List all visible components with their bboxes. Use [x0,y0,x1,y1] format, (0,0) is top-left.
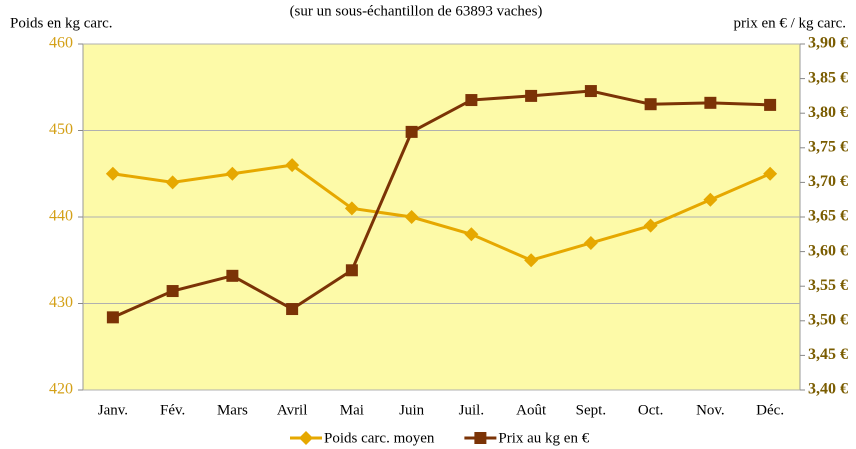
x-tick-label: Août [516,402,547,418]
point [644,98,657,111]
point [763,166,778,181]
y-tick-label: 460 [49,35,73,52]
y2-tick-label: 3,40 € [808,381,848,398]
y2-tick-label: 3,65 € [808,208,848,225]
y2-tick-label: 3,80 € [808,104,848,121]
y-axis-label: Poids en kg carc. [10,15,112,31]
y2-tick-label: 3,60 € [808,242,848,259]
y-tick-label: 420 [49,381,73,398]
point [166,285,179,298]
y-tick-label: 430 [49,294,73,311]
y2-tick-label: 3,50 € [808,311,848,328]
point [404,210,419,224]
x-tick-label: Fév. [160,402,185,418]
y2-tick-label: 3,90 € [808,35,848,52]
point [106,311,119,324]
y-tick-label: 440 [49,208,73,225]
point [226,269,239,282]
line [112,163,771,262]
y2-tick-label: 3,45 € [808,346,848,363]
point [703,192,718,207]
x-tick-label: Oct. [638,402,663,418]
point [643,218,658,233]
legend-marker [474,432,487,444]
x-tick-label: Déc. [756,402,784,418]
x-tick-label: Mai [340,402,364,418]
y2-tick-label: 3,85 € [808,69,848,86]
point [525,89,538,102]
point [286,303,299,316]
point [464,227,479,242]
point [165,175,180,190]
point [345,264,358,277]
point [583,235,598,250]
line [112,89,771,319]
x-tick-label: Janv. [98,402,128,418]
y2-tick-label: 3,70 € [808,173,848,190]
point [225,166,240,181]
point [704,96,717,109]
y2-tick-label: 3,55 € [808,277,848,294]
point [105,166,120,181]
y2-tick-label: 3,75 € [808,138,848,155]
x-tick-label: Mars [217,402,248,418]
point [344,201,359,216]
point [285,158,300,173]
x-tick-label: Sept. [576,402,606,418]
x-tick-label: Nov. [696,402,725,418]
point [405,125,418,138]
x-tick-label: Avril [277,402,308,418]
point [524,253,539,268]
y2-axis-label: prix en € / kg carc. [734,15,846,31]
legend-marker [299,431,313,445]
chart-title: (sur un sous-échantillon de 63893 vaches… [290,3,543,19]
x-tick-label: Juin [399,402,425,418]
legend-label: Poids carc. moyen [324,430,435,446]
point [764,98,777,111]
y-tick-label: 450 [49,121,73,138]
legend-label: Prix au kg en € [498,430,589,446]
point [584,85,597,98]
x-tick-label: Juil. [459,402,484,418]
point [465,94,478,107]
